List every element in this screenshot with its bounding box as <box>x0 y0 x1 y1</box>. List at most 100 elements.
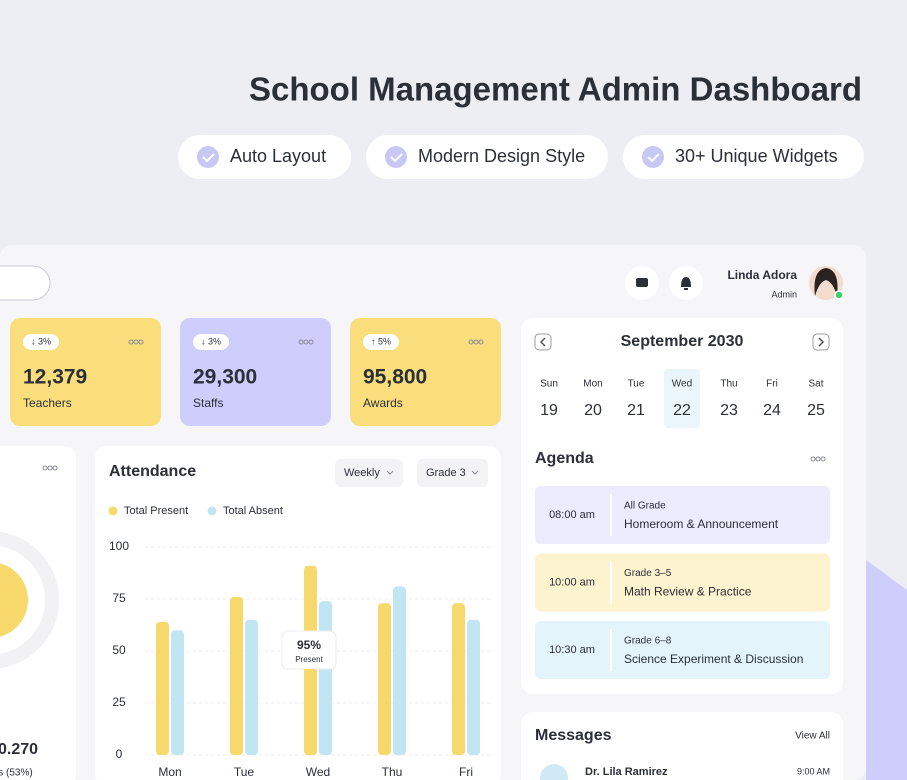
check-mark <box>202 153 215 163</box>
stat-label: Staffs <box>193 396 223 410</box>
chevron <box>818 337 825 347</box>
user-role: Admin <box>771 289 797 299</box>
feature-label: 30+ Unique Widgets <box>675 146 838 166</box>
y-tick-label: 100 <box>109 539 129 553</box>
more-dot <box>303 339 309 345</box>
more-dot <box>478 339 484 345</box>
card <box>0 446 76 780</box>
bar <box>171 630 184 755</box>
chat-icon <box>636 278 648 287</box>
search-box[interactable] <box>0 265 51 301</box>
legend-label: Total Absent <box>223 505 283 517</box>
more-dot <box>133 339 139 345</box>
agenda-event: Science Experiment & Discussion <box>624 652 803 666</box>
attendance-card <box>95 446 501 780</box>
change-value: ↑ 5% <box>371 336 391 346</box>
more-dot <box>42 465 48 471</box>
y-tick-label: 25 <box>112 695 126 709</box>
x-tick-label: Thu <box>382 765 403 779</box>
filter-dropdown[interactable] <box>417 459 488 487</box>
user-name: Linda Adora <box>727 268 797 282</box>
bar <box>378 603 391 755</box>
more-dot <box>473 339 479 345</box>
stat-value: 12,379 <box>23 366 87 389</box>
message-time: 9:00 AM <box>797 766 830 776</box>
change-badge <box>23 334 59 350</box>
weekday: Wed <box>672 379 692 390</box>
y-tick-label: 0 <box>116 747 123 761</box>
message-sender[interactable]: Dr. Lila Ramirez <box>585 766 668 778</box>
filter-dropdown[interactable] <box>335 459 403 487</box>
bar <box>156 621 169 755</box>
bar <box>452 603 465 755</box>
feature-label: Auto Layout <box>230 146 326 166</box>
more-dot <box>52 465 58 471</box>
month-title: September 2030 <box>621 333 744 350</box>
selected-day[interactable] <box>664 369 700 428</box>
weekday: Thu <box>720 379 737 390</box>
chevron <box>539 337 546 347</box>
tooltip-value: 95% <box>297 638 321 652</box>
date[interactable]: 25 <box>807 402 825 419</box>
stat-value: 95,800 <box>363 366 427 389</box>
decor <box>866 560 907 780</box>
weekday: Tue <box>628 379 645 390</box>
change-value: ↓ 3% <box>31 336 51 346</box>
date[interactable]: 19 <box>540 402 558 419</box>
y-tick-label: 75 <box>112 591 126 605</box>
x-tick-label: Wed <box>306 765 330 779</box>
date[interactable]: 23 <box>720 402 738 419</box>
next-month[interactable] <box>812 333 830 351</box>
agenda-grade: All Grade <box>624 501 666 512</box>
more-dot <box>815 456 821 462</box>
agenda-item[interactable] <box>535 621 830 679</box>
messages-card <box>521 712 843 780</box>
weekday: Sun <box>540 379 558 390</box>
bar <box>230 596 243 755</box>
online-dot <box>834 290 844 300</box>
more-dot <box>468 339 474 345</box>
x-tick-label: Tue <box>234 765 255 779</box>
more-dot <box>308 339 314 345</box>
date[interactable]: 24 <box>763 402 781 419</box>
legend-swatch <box>108 506 118 516</box>
agenda-title: Agenda <box>535 450 594 467</box>
bar <box>393 586 406 755</box>
agenda-time: 08:00 am <box>549 509 595 521</box>
stat-value: 29,300 <box>193 366 257 389</box>
view-all[interactable]: View All <box>795 731 830 742</box>
card-value: 0.270 <box>0 741 38 758</box>
weekday: Sat <box>808 379 823 390</box>
agenda-event: Homeroom & Announcement <box>624 517 779 531</box>
more-dot <box>810 456 816 462</box>
feature-pill <box>623 135 864 179</box>
page-title: School Management Admin Dashboard <box>249 71 862 108</box>
agenda-item[interactable] <box>535 486 830 544</box>
donut-track <box>0 531 59 669</box>
date[interactable]: 21 <box>627 402 645 419</box>
check-icon <box>385 146 407 168</box>
feature-pill <box>366 135 608 179</box>
change-value: ↓ 3% <box>201 336 221 346</box>
more-dot <box>820 456 826 462</box>
agenda-time: 10:30 am <box>549 644 595 656</box>
filter-label: Grade 3 <box>426 467 466 479</box>
agenda-item[interactable] <box>535 553 830 612</box>
more-dot <box>138 339 144 345</box>
y-tick-label: 50 <box>112 643 126 657</box>
agenda-grade: Grade 6–8 <box>624 636 672 647</box>
agenda-grade: Grade 3–5 <box>624 568 672 579</box>
more-dot <box>128 339 134 345</box>
change-badge <box>363 334 399 350</box>
bar <box>319 601 332 755</box>
more-dot <box>47 465 53 471</box>
prev-month[interactable] <box>534 333 552 351</box>
date[interactable]: 20 <box>584 402 602 419</box>
change-badge <box>193 334 229 350</box>
weekday: Mon <box>583 379 602 390</box>
x-tick-label: Mon <box>158 765 181 779</box>
date[interactable]: 22 <box>673 402 691 419</box>
filter-label: Weekly <box>344 467 380 479</box>
